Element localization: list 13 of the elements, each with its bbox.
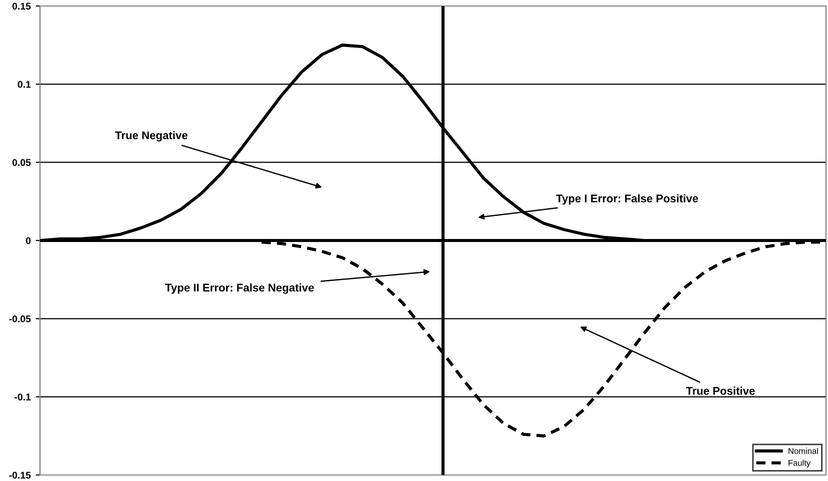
annotation: True Negative (115, 131, 188, 142)
y-tick-label: 0.1 (18, 80, 31, 88)
legend-label: Nominal (788, 448, 818, 454)
annotation: True Positive (686, 386, 755, 395)
legend-label: Faulty (788, 460, 811, 468)
y-tick-label: -0.05 (9, 315, 31, 322)
y-tick-label: -0.15 (9, 472, 31, 479)
y-tick-label: 0.15 (12, 2, 31, 10)
annotation: Type I Error: False Positive (556, 194, 698, 205)
annotation: Type II Error: False Negative (165, 283, 314, 294)
y-tick-label: -0.1 (14, 394, 31, 400)
y-tick-label: 0.05 (12, 159, 31, 166)
y-tick-label: 0 (26, 237, 31, 244)
